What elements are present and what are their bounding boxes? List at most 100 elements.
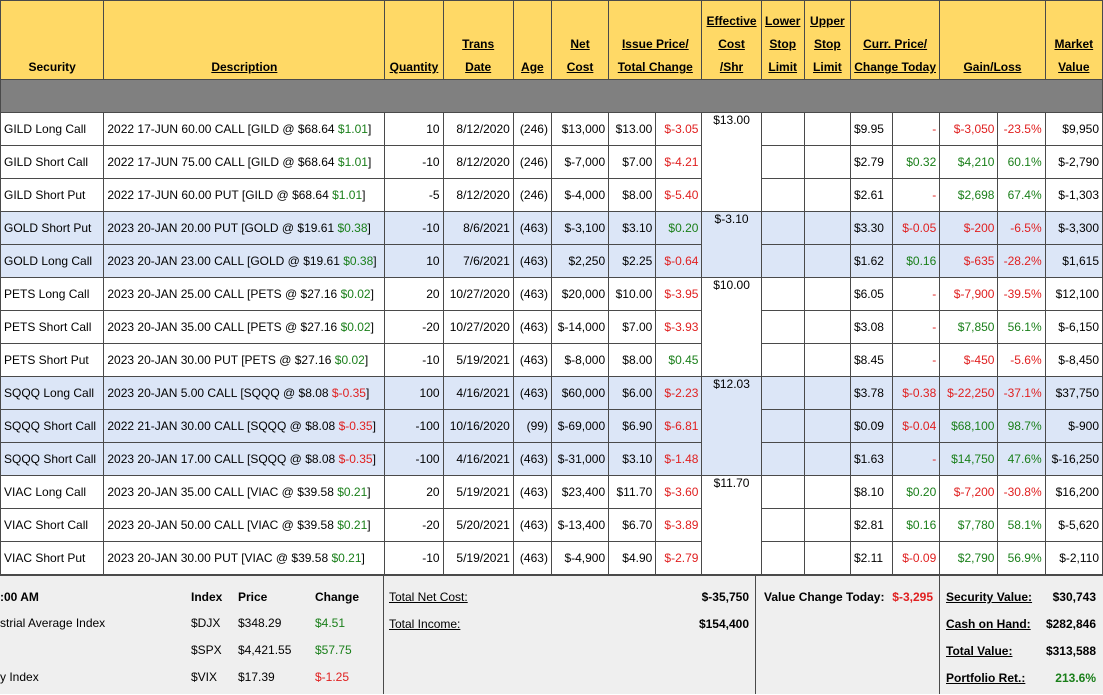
change-today-cell: - xyxy=(892,343,941,377)
total-change-cell: $-3.89 xyxy=(655,508,703,542)
table-row: VIAC Short Call 2023 20-JAN 50.00 CALL [V… xyxy=(0,508,1103,542)
gain-pct-cell: -37.1% xyxy=(997,376,1046,410)
col-effective-cost[interactable]: Effective Cost/Shr xyxy=(701,0,762,80)
total-net-cost-label: Total Net Cost: xyxy=(389,590,468,604)
market-value-cell: $-3,300 xyxy=(1044,211,1103,245)
total-change-cell: $-1.48 xyxy=(655,442,703,476)
lower-stop-cell xyxy=(760,244,805,278)
current-price-cell: $6.05 xyxy=(849,277,894,311)
gain-pct-cell: -39.5% xyxy=(997,277,1046,311)
effective-cost-cell: $-3.10 xyxy=(701,211,762,278)
lower-stop-cell xyxy=(760,508,805,542)
col-net-cost[interactable]: Net Cost xyxy=(550,0,610,80)
trans-date-cell: 10/16/2020 xyxy=(442,409,514,443)
total-change-cell: $-2.23 xyxy=(655,376,703,410)
security-value-label: Security Value: xyxy=(946,590,1033,604)
age-cell: (246) xyxy=(512,178,552,212)
current-price-cell: $2.11 xyxy=(849,541,894,575)
current-price-cell: $8.45 xyxy=(849,343,894,377)
market-value-cell: $-900 xyxy=(1044,409,1103,443)
col-quantity[interactable]: Quantity xyxy=(384,0,444,80)
col-gain-loss[interactable]: Gain/Loss xyxy=(939,0,1046,80)
total-change-cell: $-4.21 xyxy=(655,145,703,179)
col-lower-stop[interactable]: Lower Stop Limit xyxy=(760,0,805,80)
col-security: Security xyxy=(0,0,105,80)
age-cell: (246) xyxy=(512,112,552,146)
current-price-cell: $3.08 xyxy=(849,310,894,344)
upper-stop-cell xyxy=(803,178,851,212)
upper-stop-cell xyxy=(803,343,851,377)
market-value-cell: $-2,790 xyxy=(1044,145,1103,179)
net-cost-cell: $13,000 xyxy=(550,112,610,146)
issue-price-cell: $13.00 xyxy=(608,112,657,146)
col-issue-price[interactable]: Issue Price/Total Change xyxy=(608,0,703,80)
gain-loss-cell: $4,210 xyxy=(939,145,999,179)
upper-stop-cell xyxy=(803,145,851,179)
lower-stop-cell xyxy=(760,145,805,179)
description-cell: 2023 20-JAN 23.00 CALL [GOLD @ $19.61 $0… xyxy=(103,244,386,278)
col-market-value[interactable]: Market Value xyxy=(1044,0,1103,80)
col-age[interactable]: Age xyxy=(512,0,552,80)
gain-loss-cell: $-635 xyxy=(939,244,999,278)
gain-pct-cell: 47.6% xyxy=(997,442,1046,476)
total-change-cell: $-6.81 xyxy=(655,409,703,443)
index-change: $-1.25 xyxy=(315,670,350,684)
security-cell: GOLD Long Call xyxy=(0,244,105,278)
security-cell: VIAC Short Call xyxy=(0,508,105,542)
current-price-cell: $2.81 xyxy=(849,508,894,542)
totals-panel: Total Net Cost: $-35,750 Total Income: $… xyxy=(384,576,756,694)
gain-loss-cell: $-450 xyxy=(939,343,999,377)
trans-date-cell: 4/16/2021 xyxy=(442,376,514,410)
market-indices-panel: :00 AM Index Price Change strial Average… xyxy=(0,576,384,694)
trans-date-cell: 8/6/2021 xyxy=(442,211,514,245)
cash-on-hand-value: $282,846 xyxy=(1045,617,1096,631)
quantity-cell: -5 xyxy=(384,178,444,212)
account-panel: Security Value: $30,743 Cash on Hand: $2… xyxy=(940,576,1103,694)
value-change-panel: Value Change Today: $-3,295 xyxy=(756,576,940,694)
change-today-cell: - xyxy=(892,310,941,344)
table-row: VIAC Short Put 2023 20-JAN 30.00 PUT [VIA… xyxy=(0,541,1103,575)
gain-loss-cell: $7,850 xyxy=(939,310,999,344)
total-change-cell: $-3.05 xyxy=(655,112,703,146)
col-curr-price[interactable]: Curr. Price/Change Today xyxy=(849,0,941,80)
description-cell: 2022 17-JUN 60.00 PUT [GILD @ $68.64 $1.… xyxy=(103,178,386,212)
trans-date-cell: 4/16/2021 xyxy=(442,442,514,476)
security-cell: PETS Short Put xyxy=(0,343,105,377)
change-today-cell: - xyxy=(892,442,941,476)
effective-cost-cell: $13.00 xyxy=(701,112,762,212)
gain-loss-cell: $-3,050 xyxy=(939,112,999,146)
change-today-cell: $-0.38 xyxy=(892,376,941,410)
description-cell: 2023 20-JAN 35.00 CALL [VIAC @ $39.58 $0… xyxy=(103,475,386,509)
issue-price-cell: $6.70 xyxy=(608,508,657,542)
issue-price-cell: $8.00 xyxy=(608,343,657,377)
change-today-cell: $-0.04 xyxy=(892,409,941,443)
total-income-label: Total Income: xyxy=(389,617,461,631)
total-change-cell: $-3.95 xyxy=(655,277,703,311)
quantity-cell: 20 xyxy=(384,475,444,509)
summary-panel: :00 AM Index Price Change strial Average… xyxy=(0,575,1103,695)
description-cell: 2023 20-JAN 50.00 CALL [VIAC @ $39.58 $0… xyxy=(103,508,386,542)
description-cell: 2022 21-JAN 30.00 CALL [SQQQ @ $8.08 $-0… xyxy=(103,409,386,443)
quantity-cell: -100 xyxy=(384,409,444,443)
quantity-cell: 10 xyxy=(384,112,444,146)
quantity-cell: 20 xyxy=(384,277,444,311)
issue-price-cell: $7.00 xyxy=(608,310,657,344)
security-cell: PETS Short Call xyxy=(0,310,105,344)
col-description[interactable]: Description xyxy=(103,0,386,80)
age-cell: (463) xyxy=(512,376,552,410)
description-cell: 2023 20-JAN 25.00 CALL [PETS @ $27.16 $0… xyxy=(103,277,386,311)
quantity-cell: -20 xyxy=(384,508,444,542)
current-price-cell: $2.61 xyxy=(849,178,894,212)
description-cell: 2023 20-JAN 30.00 PUT [VIAC @ $39.58 $0.… xyxy=(103,541,386,575)
upper-stop-cell xyxy=(803,409,851,443)
description-cell: 2023 20-JAN 35.00 CALL [PETS @ $27.16 $0… xyxy=(103,310,386,344)
net-cost-cell: $-14,000 xyxy=(550,310,610,344)
portfolio-table: Security Description Quantity Trans Date … xyxy=(0,0,1103,575)
current-price-cell: $9.95 xyxy=(849,112,894,146)
market-value-cell: $1,615 xyxy=(1044,244,1103,278)
col-trans-date[interactable]: Trans Date xyxy=(442,0,514,80)
index-symbol: $SPX xyxy=(191,643,222,657)
col-upper-stop[interactable]: Upper Stop Limit xyxy=(803,0,851,80)
quantity-cell: -10 xyxy=(384,541,444,575)
net-cost-cell: $-3,100 xyxy=(550,211,610,245)
